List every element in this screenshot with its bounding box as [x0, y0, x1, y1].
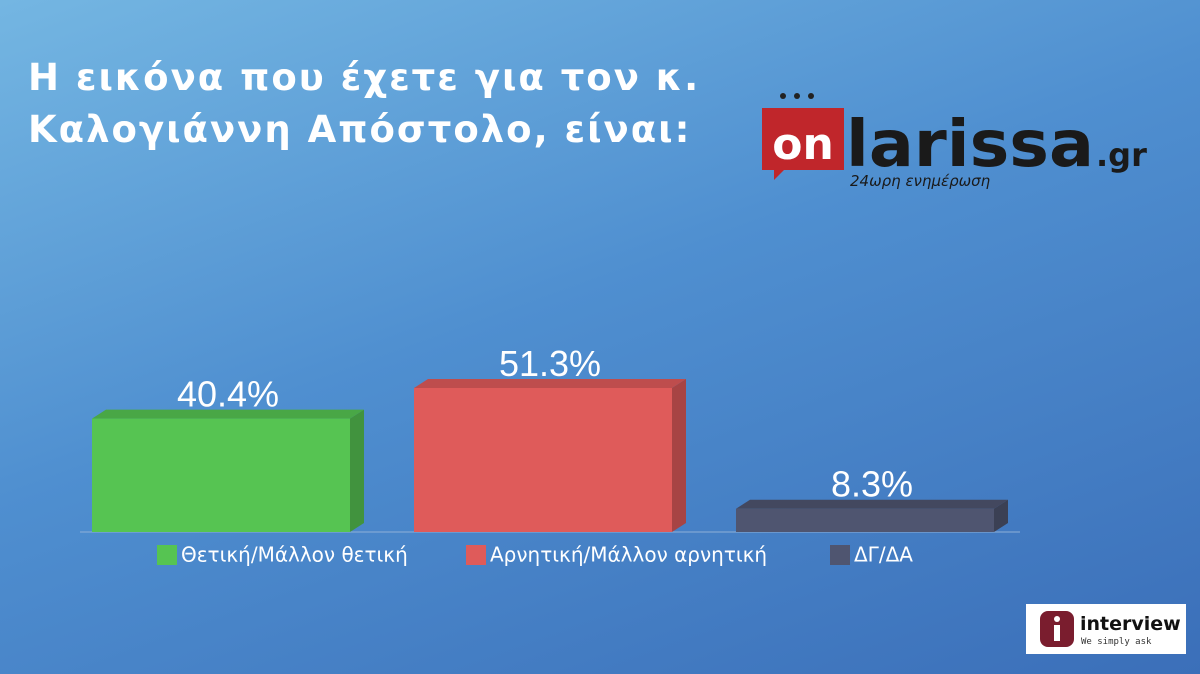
bar-top [414, 379, 686, 388]
value-label: 8.3% [831, 464, 913, 505]
pollster-logo: interview We simply ask [1026, 604, 1186, 654]
legend-label: Θετική/Μάλλον θετική [181, 543, 408, 567]
site-logo: on larissa .gr 24ωρη ενημέρωση [762, 93, 1147, 190]
legend-swatch [830, 545, 850, 565]
legend-label: ΔΓ/ΔΑ [854, 543, 913, 567]
bar-side [994, 499, 1008, 532]
legend-label: Αρνητική/Μάλλον αρνητική [490, 543, 767, 567]
pollster-name: interview [1080, 613, 1181, 635]
pollster-slogan: We simply ask [1081, 637, 1152, 647]
bar [736, 508, 994, 532]
bar [92, 418, 350, 532]
bar-side [672, 379, 686, 532]
logo-name: larissa [846, 108, 1094, 182]
bar-top [736, 499, 1008, 509]
value-label: 51.3% [499, 343, 601, 384]
value-label: 40.4% [177, 374, 279, 415]
bar-side [350, 409, 364, 532]
logo-on: on [772, 119, 834, 170]
logo-tagline: 24ωρη ενημέρωση [850, 172, 991, 190]
legend-swatch [157, 545, 177, 565]
legend-swatch [466, 545, 486, 565]
bar-top [92, 409, 364, 419]
logo-domain: .gr [1096, 136, 1147, 174]
chart-title: Η εικόνα που έχετε για τον κ. Καλογιάννη… [28, 56, 701, 151]
bar [414, 388, 672, 532]
